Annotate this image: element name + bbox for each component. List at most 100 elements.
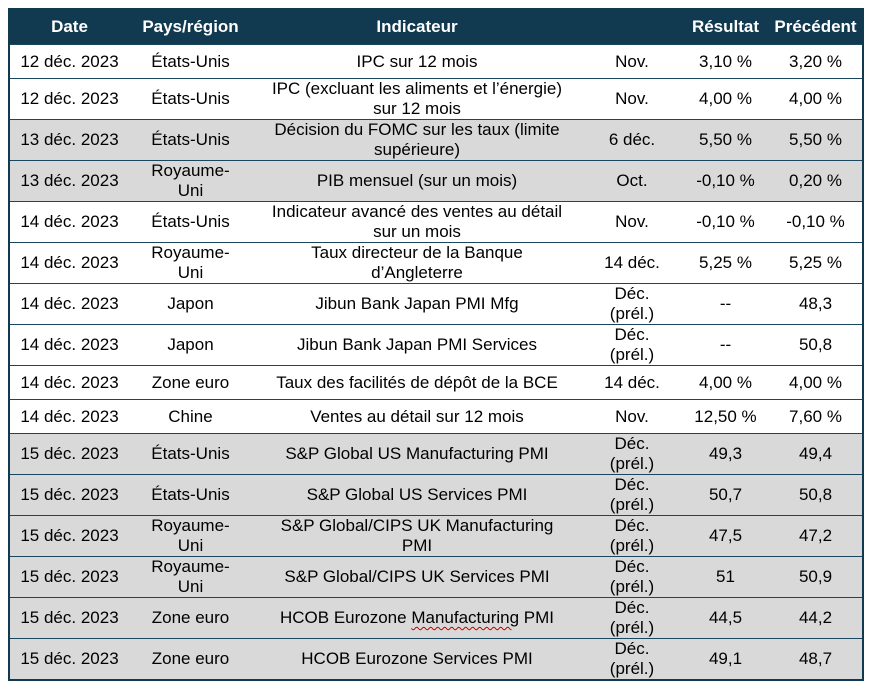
cell-date: 14 déc. 2023 xyxy=(9,242,129,284)
cell-period: Déc. (prél.) xyxy=(582,556,682,598)
cell-date: 12 déc. 2023 xyxy=(9,44,129,79)
cell-result: 50,7 xyxy=(682,474,769,516)
cell-date: 12 déc. 2023 xyxy=(9,78,129,120)
cell-region: Royaume- Uni xyxy=(129,242,252,284)
table-row: 14 déc. 2023 Japon Jibun Bank Japan PMI … xyxy=(9,324,863,366)
cell-indicator: Taux des facilités de dépôt de la BCE xyxy=(252,365,582,400)
cell-region: Zone euro xyxy=(129,638,252,680)
table-row: 15 déc. 2023 États-Unis S&P Global US Se… xyxy=(9,474,863,516)
cell-result: -- xyxy=(682,324,769,366)
cell-indicator: HCOB Eurozone Services PMI xyxy=(252,638,582,680)
indicator-misspelled-word: Manufacturing xyxy=(411,608,520,627)
economic-calendar-table: Date Pays/région Indicateur Résultat Pré… xyxy=(8,8,864,681)
cell-result: 4,00 % xyxy=(682,78,769,120)
indicator-text: HCOB Eurozone xyxy=(279,608,412,627)
cell-previous: 49,4 xyxy=(769,433,863,475)
cell-region: États-Unis xyxy=(129,78,252,120)
cell-indicator: Jibun Bank Japan PMI Services xyxy=(252,324,582,366)
header-row: Date Pays/région Indicateur Résultat Pré… xyxy=(9,9,863,45)
table-body: 12 déc. 2023 États-Unis IPC sur 12 mois … xyxy=(9,44,863,680)
cell-indicator: S&P Global/CIPS UK Manufacturing PMI xyxy=(252,515,582,557)
cell-period: Déc. (prél.) xyxy=(582,283,682,325)
cell-date: 15 déc. 2023 xyxy=(9,515,129,557)
cell-indicator: Taux directeur de la Banque d’Angleterre xyxy=(252,242,582,284)
cell-region: États-Unis xyxy=(129,44,252,79)
table-row: 15 déc. 2023 Royaume- Uni S&P Global/CIP… xyxy=(9,515,863,557)
cell-result: 5,25 % xyxy=(682,242,769,284)
table-row: 15 déc. 2023 Royaume- Uni S&P Global/CIP… xyxy=(9,556,863,598)
cell-period: Oct. xyxy=(582,160,682,202)
cell-result: 44,5 xyxy=(682,597,769,639)
cell-indicator: S&P Global US Manufacturing PMI xyxy=(252,433,582,475)
cell-date: 15 déc. 2023 xyxy=(9,433,129,475)
cell-period: Déc. (prél.) xyxy=(582,638,682,680)
header-cell-result: Résultat xyxy=(682,9,769,45)
cell-date: 15 déc. 2023 xyxy=(9,638,129,680)
cell-period: Déc. (prél.) xyxy=(582,433,682,475)
cell-previous: 4,00 % xyxy=(769,78,863,120)
cell-date: 15 déc. 2023 xyxy=(9,597,129,639)
cell-region: Royaume- Uni xyxy=(129,556,252,598)
cell-region: États-Unis xyxy=(129,201,252,243)
cell-region: Zone euro xyxy=(129,597,252,639)
cell-previous: 4,00 % xyxy=(769,365,863,400)
cell-region: Zone euro xyxy=(129,365,252,400)
cell-region: États-Unis xyxy=(129,119,252,161)
cell-period: Déc. (prél.) xyxy=(582,515,682,557)
cell-period: 14 déc. xyxy=(582,365,682,400)
cell-previous: 47,2 xyxy=(769,515,863,557)
cell-previous: 50,8 xyxy=(769,474,863,516)
table-row: 12 déc. 2023 États-Unis IPC sur 12 mois … xyxy=(9,44,863,79)
cell-previous: 0,20 % xyxy=(769,160,863,202)
cell-previous: -0,10 % xyxy=(769,201,863,243)
cell-period: 6 déc. xyxy=(582,119,682,161)
cell-indicator: S&P Global US Services PMI xyxy=(252,474,582,516)
header-cell-region: Pays/région xyxy=(129,9,252,45)
cell-region: États-Unis xyxy=(129,474,252,516)
cell-date: 15 déc. 2023 xyxy=(9,474,129,516)
cell-period: Déc. (prél.) xyxy=(582,474,682,516)
cell-indicator: Jibun Bank Japan PMI Mfg xyxy=(252,283,582,325)
cell-result: -0,10 % xyxy=(682,160,769,202)
cell-result: 47,5 xyxy=(682,515,769,557)
indicator-text: PMI xyxy=(519,608,555,627)
cell-date: 14 déc. 2023 xyxy=(9,324,129,366)
cell-date: 14 déc. 2023 xyxy=(9,283,129,325)
table-row: 15 déc. 2023 Zone euro HCOB Eurozone Man… xyxy=(9,597,863,639)
cell-result: 49,1 xyxy=(682,638,769,680)
cell-previous: 50,9 xyxy=(769,556,863,598)
cell-date: 13 déc. 2023 xyxy=(9,119,129,161)
cell-result: -0,10 % xyxy=(682,201,769,243)
cell-date: 13 déc. 2023 xyxy=(9,160,129,202)
cell-previous: 48,3 xyxy=(769,283,863,325)
header-cell-date: Date xyxy=(9,9,129,45)
table-row: 15 déc. 2023 Zone euro HCOB Eurozone Ser… xyxy=(9,638,863,680)
table-row: 14 déc. 2023 Zone euro Taux des facilité… xyxy=(9,365,863,400)
header-cell-period xyxy=(582,9,682,45)
cell-region: Chine xyxy=(129,399,252,434)
cell-indicator: HCOB Eurozone Manufacturing PMI xyxy=(252,597,582,639)
cell-result: 51 xyxy=(682,556,769,598)
cell-previous: 48,7 xyxy=(769,638,863,680)
cell-region: Japon xyxy=(129,283,252,325)
cell-period: 14 déc. xyxy=(582,242,682,284)
cell-result: 5,50 % xyxy=(682,119,769,161)
cell-date: 15 déc. 2023 xyxy=(9,556,129,598)
header-cell-indicator: Indicateur xyxy=(252,9,582,45)
cell-date: 14 déc. 2023 xyxy=(9,201,129,243)
cell-previous: 7,60 % xyxy=(769,399,863,434)
table-row: 14 déc. 2023 États-Unis Indicateur avanc… xyxy=(9,201,863,243)
cell-region: États-Unis xyxy=(129,433,252,475)
cell-region: Japon xyxy=(129,324,252,366)
table-row: 12 déc. 2023 États-Unis IPC (excluant le… xyxy=(9,78,863,120)
cell-result: 49,3 xyxy=(682,433,769,475)
cell-previous: 5,50 % xyxy=(769,119,863,161)
cell-period: Nov. xyxy=(582,399,682,434)
header-cell-previous: Précédent xyxy=(769,9,863,45)
table-header: Date Pays/région Indicateur Résultat Pré… xyxy=(9,9,863,45)
cell-region: Royaume- Uni xyxy=(129,515,252,557)
cell-previous: 44,2 xyxy=(769,597,863,639)
cell-indicator: Décision du FOMC sur les taux (limite su… xyxy=(252,119,582,161)
cell-period: Déc. (prél.) xyxy=(582,597,682,639)
